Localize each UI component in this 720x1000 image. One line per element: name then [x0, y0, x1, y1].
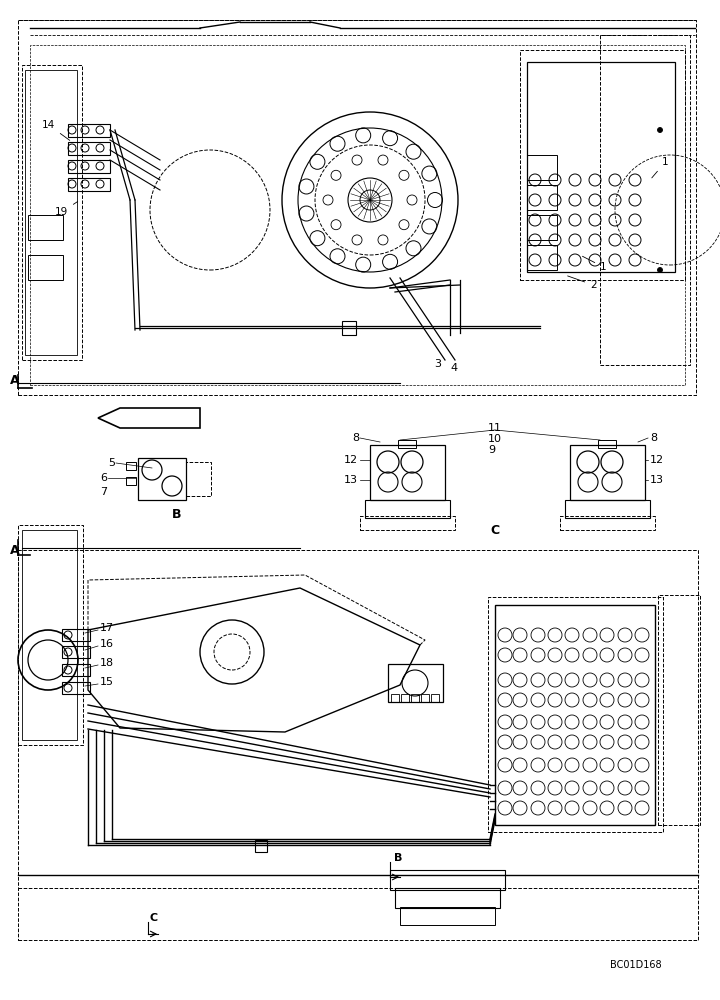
Text: C: C	[150, 913, 158, 923]
Bar	[22, 530, 77, 740]
Text: 19: 19	[55, 202, 78, 217]
Text: A: A	[10, 544, 19, 556]
Bar	[431, 694, 439, 702]
Bar	[68, 178, 110, 191]
Bar	[62, 629, 90, 641]
Text: 4: 4	[450, 363, 457, 373]
Bar	[18, 20, 696, 395]
Text: 13: 13	[650, 475, 664, 485]
Bar	[62, 646, 90, 658]
Text: B: B	[394, 853, 402, 863]
Bar	[342, 321, 356, 335]
Text: 15: 15	[100, 677, 114, 687]
Bar	[62, 682, 90, 694]
Bar	[527, 185, 557, 210]
Bar	[360, 516, 455, 530]
Bar	[400, 907, 495, 925]
Bar	[22, 65, 82, 360]
Text: BC01D168: BC01D168	[610, 960, 662, 970]
Bar	[186, 462, 211, 496]
Bar	[126, 477, 136, 485]
Text: 10: 10	[488, 434, 502, 444]
Bar	[25, 70, 77, 355]
Text: C: C	[490, 524, 499, 536]
Bar	[411, 694, 419, 702]
Text: 1: 1	[652, 157, 669, 178]
Bar	[598, 440, 616, 448]
Text: 12: 12	[650, 455, 664, 465]
Bar	[138, 458, 186, 500]
Text: 5: 5	[108, 458, 115, 468]
Text: 8: 8	[650, 433, 657, 443]
Text: 9: 9	[488, 445, 495, 455]
Bar	[18, 550, 698, 940]
Bar	[68, 124, 110, 137]
Bar	[527, 155, 557, 180]
Text: B: B	[172, 508, 181, 520]
Text: 14: 14	[42, 120, 70, 140]
Text: 18: 18	[100, 658, 114, 668]
Bar	[68, 142, 110, 155]
Bar	[395, 888, 500, 908]
Bar	[600, 35, 690, 365]
Bar	[560, 516, 655, 530]
Text: 16: 16	[100, 639, 114, 649]
Bar	[365, 500, 450, 518]
Bar	[370, 445, 445, 500]
Bar	[62, 664, 90, 676]
Bar	[421, 694, 429, 702]
Bar	[401, 694, 409, 702]
Bar	[18, 525, 83, 745]
Bar	[391, 694, 399, 702]
Text: 1: 1	[582, 256, 607, 272]
Text: 17: 17	[100, 623, 114, 633]
Text: 6: 6	[100, 473, 107, 483]
Bar	[520, 50, 685, 280]
Bar	[527, 215, 557, 240]
Circle shape	[657, 127, 662, 132]
Bar	[570, 445, 645, 500]
Bar	[68, 160, 110, 173]
Text: 12: 12	[344, 455, 358, 465]
Text: 7: 7	[100, 487, 107, 497]
Bar	[658, 595, 700, 825]
Bar	[28, 215, 63, 240]
Bar	[398, 440, 416, 448]
Bar	[30, 45, 685, 385]
Text: 2: 2	[567, 276, 597, 290]
Bar	[495, 605, 655, 825]
Bar	[126, 462, 136, 470]
Text: 13: 13	[344, 475, 358, 485]
Bar	[565, 500, 650, 518]
Bar	[488, 597, 663, 832]
Bar	[390, 870, 505, 890]
Circle shape	[657, 267, 662, 272]
FancyArrow shape	[98, 408, 200, 428]
Text: 11: 11	[488, 423, 502, 433]
Text: 3: 3	[434, 359, 441, 369]
Bar	[388, 664, 443, 702]
Text: 8: 8	[352, 433, 359, 443]
Bar	[527, 245, 557, 270]
Bar	[255, 840, 267, 852]
Bar	[28, 255, 63, 280]
Bar	[527, 62, 675, 272]
Text: A: A	[10, 373, 19, 386]
